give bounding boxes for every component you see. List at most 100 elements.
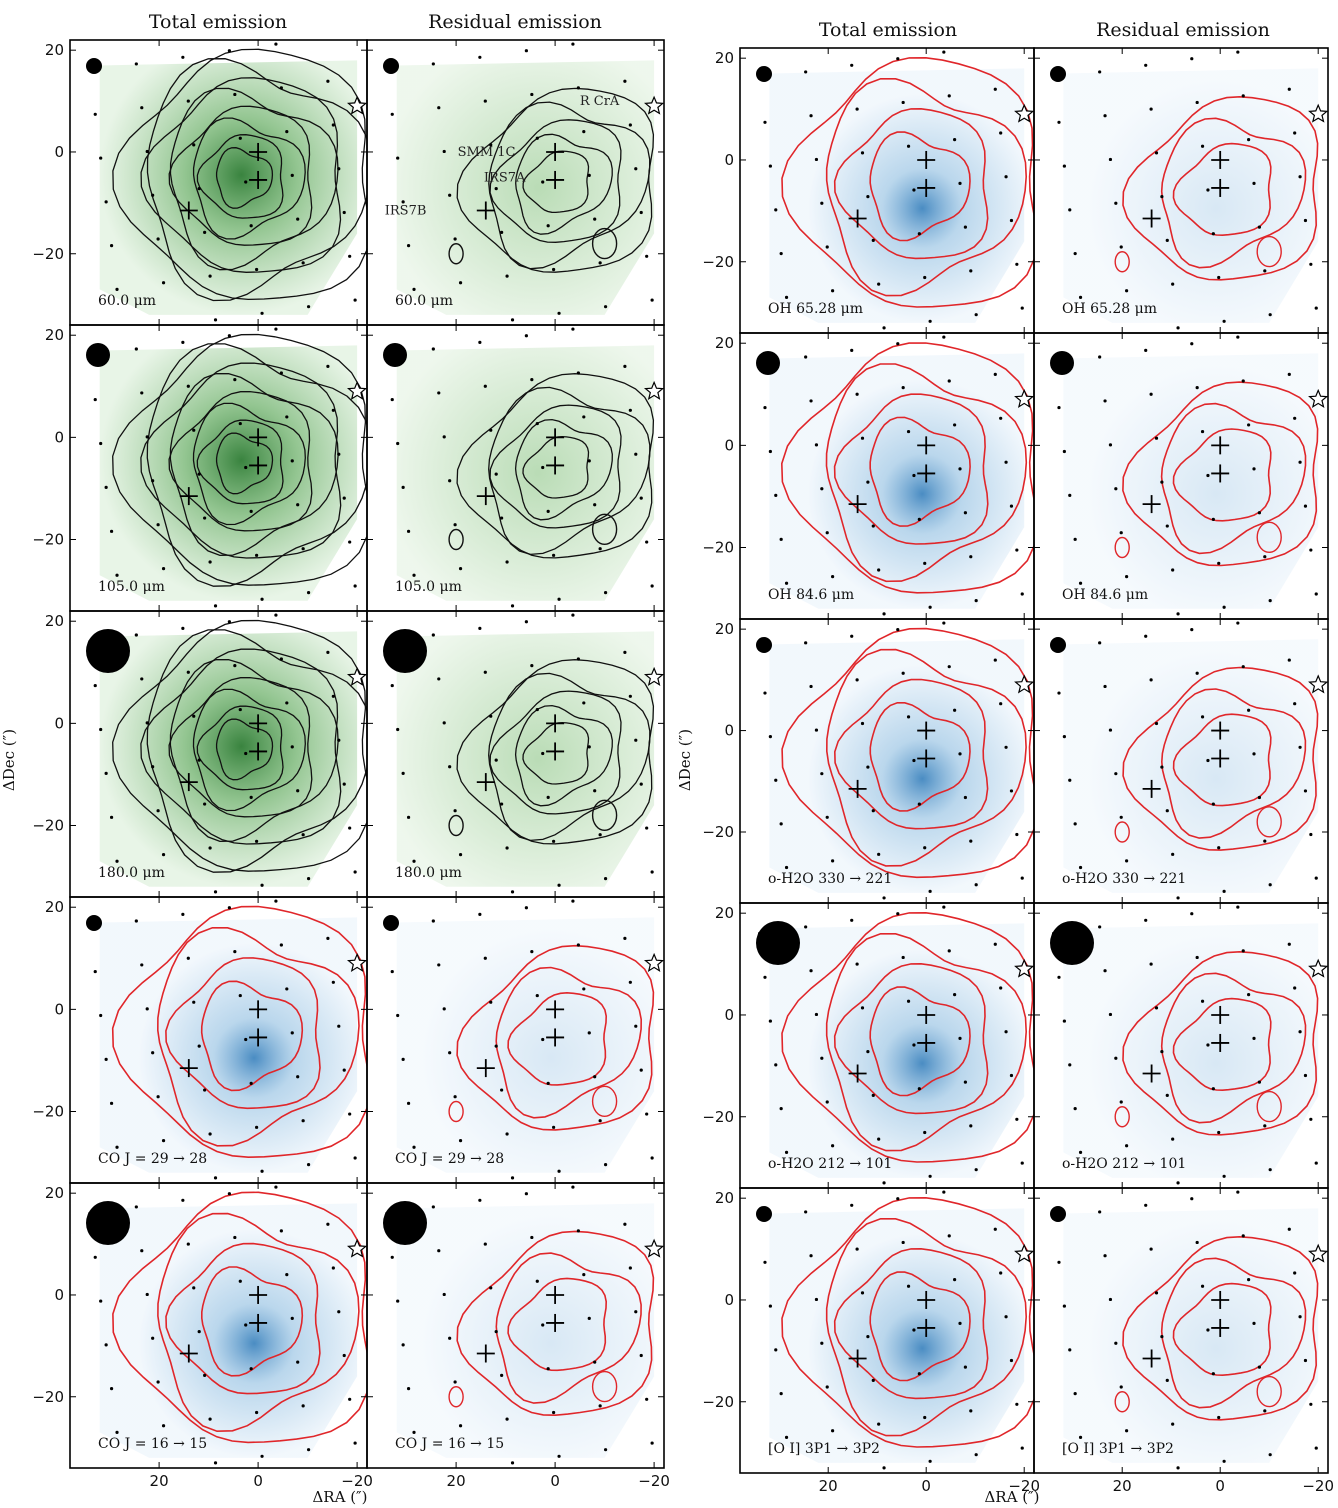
beam-icon <box>1050 637 1066 653</box>
emission-map <box>99 345 358 601</box>
panel-label: 105.0 μm <box>395 579 462 595</box>
source-cross <box>249 170 268 189</box>
source-cross <box>249 714 268 733</box>
contour-lines <box>1114 1235 1319 1421</box>
x-tick-label: 0 <box>921 1477 931 1495</box>
y-tick-label: −20 <box>702 823 734 841</box>
source-cross <box>179 201 198 220</box>
source-cross <box>179 773 198 792</box>
beam-icon <box>1050 66 1066 82</box>
spaxel-dots <box>385 613 654 894</box>
source-cross <box>249 1285 268 1304</box>
panel-label: OH 65.28 μm <box>1062 301 1157 317</box>
emission-map <box>769 68 1025 323</box>
spaxel-dots <box>1052 335 1318 616</box>
source-cross <box>1142 495 1161 514</box>
x-tick-label: 20 <box>150 1472 169 1490</box>
left-panel-3-total: CO J = 29 → 28 20 0 −20 <box>32 896 368 1184</box>
left-panel-2-total: 180.0 μm 20 0 −20 <box>32 610 368 898</box>
source-cross <box>546 142 565 161</box>
source-cross <box>848 1064 867 1083</box>
contour-lines <box>111 905 367 1159</box>
left-panel-1-residual: 105.0 μm <box>366 324 665 612</box>
beam-icon <box>756 66 772 82</box>
y-tick-label: 0 <box>724 1006 734 1024</box>
x-tick-label: 20 <box>819 1477 838 1495</box>
panel-label: o-H2O 330 → 221 <box>768 871 892 887</box>
y-tick-label: 0 <box>54 1000 64 1018</box>
y-tick-label: −20 <box>702 1108 734 1126</box>
star-icon <box>1308 674 1329 694</box>
left-panel-0-residual: R CrA SMM 1C IRS7A IRS7B 60.0 μm <box>366 39 665 326</box>
spaxel-dots <box>385 327 654 608</box>
beam-icon <box>86 58 102 74</box>
source-cross <box>179 1344 198 1363</box>
contour-lines <box>448 944 655 1131</box>
panel-frame <box>366 1182 665 1469</box>
beam-icon <box>756 921 800 965</box>
source-cross <box>476 773 495 792</box>
source-cross <box>1211 1005 1230 1024</box>
right-panel-4-residual: [O I] 3P1 → 3P2 20 0 −20 <box>1033 1187 1334 1495</box>
source-label: IRS7B <box>385 203 427 218</box>
panel-label: 180.0 μm <box>395 865 462 881</box>
panel-label: OH 84.6 μm <box>768 587 854 603</box>
spaxel-dots <box>758 905 1024 1185</box>
spaxel-dots <box>1052 621 1318 900</box>
beam-icon <box>756 1206 772 1222</box>
y-tick-label: −20 <box>32 245 64 263</box>
beam-icon <box>383 343 407 367</box>
source-cross <box>476 201 495 220</box>
y-tick-label: 0 <box>54 428 64 446</box>
contour-lines <box>781 627 1034 879</box>
panel-label: CO J = 16 → 15 <box>395 1436 504 1452</box>
x-tick-label: −20 <box>341 1472 373 1490</box>
panel-label: 60.0 μm <box>395 293 453 309</box>
panel-label: o-H2O 212 → 101 <box>1062 1156 1186 1172</box>
source-cross <box>546 1000 565 1019</box>
y-tick-label: 0 <box>724 1291 734 1309</box>
x-tick-label: −20 <box>1302 1477 1334 1495</box>
x-tick-label: 0 <box>253 1472 263 1490</box>
panel-label: CO J = 29 → 28 <box>98 1151 207 1167</box>
star-icon <box>1308 958 1329 978</box>
star-icon <box>643 380 665 400</box>
star-icon <box>1308 103 1329 123</box>
source-cross <box>546 1313 565 1332</box>
source-cross <box>1142 1349 1161 1368</box>
star-icon <box>346 952 368 972</box>
axis-ticks: 20 0 −20 <box>32 325 367 611</box>
source-cross <box>1211 721 1230 740</box>
beam-icon <box>1050 351 1074 375</box>
source-cross <box>848 779 867 798</box>
source-cross <box>917 749 936 768</box>
axis-ticks: 20 0 −20 <box>1034 1188 1334 1495</box>
star-icon <box>1014 958 1035 978</box>
contour-lines <box>448 659 655 845</box>
axis-ticks <box>367 40 664 325</box>
source-cross <box>476 1059 495 1078</box>
y-tick-label: 20 <box>45 612 64 630</box>
source-cross <box>1211 150 1230 169</box>
source-cross <box>1211 1033 1230 1052</box>
x-tick-label: −20 <box>1008 1477 1040 1495</box>
y-tick-label: 20 <box>715 49 734 67</box>
source-cross <box>1142 779 1161 798</box>
source-cross <box>546 1285 565 1304</box>
contour-lines <box>448 87 655 273</box>
y-tick-label: 20 <box>715 620 734 638</box>
star-icon <box>1308 388 1329 408</box>
source-cross <box>848 209 867 228</box>
right-panel-1-total: OH 84.6 μm 20 0 −20 <box>702 332 1035 620</box>
col-title-left-residual: Residual emission <box>428 11 602 33</box>
x-tick-label: 20 <box>1113 1477 1132 1495</box>
panel-label: OH 84.6 μm <box>1062 587 1148 603</box>
source-cross <box>917 464 936 483</box>
source-cross <box>917 1290 936 1309</box>
beam-icon <box>1050 921 1094 965</box>
star-icon <box>643 666 665 686</box>
spaxel-dots <box>758 50 1024 330</box>
contour-lines <box>112 48 367 302</box>
axis-ticks: 20 0 −20 <box>702 48 1034 333</box>
